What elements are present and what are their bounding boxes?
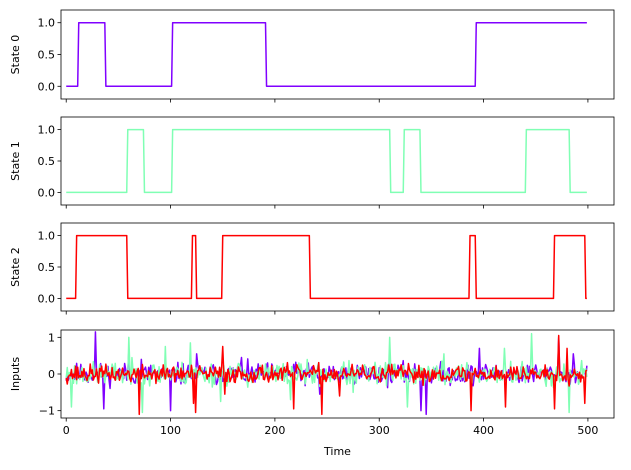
panel-0: 0.0 0.5 1.0 State 0 — [9, 9, 615, 103]
x-tick-label: 500 — [577, 424, 598, 437]
y-tick-label: 0 — [48, 368, 55, 381]
y-axis-label: State 1 — [9, 141, 22, 181]
y-tick-label: 0.5 — [38, 49, 56, 62]
x-tick-label: 300 — [369, 424, 390, 437]
x-tick-label: 0 — [63, 424, 70, 437]
x-tick-label: 200 — [264, 424, 285, 437]
panel-2: 0.0 0.5 1.0 State 2 — [9, 222, 615, 315]
series-line-2-0 — [66, 234, 587, 300]
series-line-1-0 — [66, 128, 587, 194]
y-axis-label: State 0 — [9, 35, 22, 75]
y-tick-label: 0.0 — [38, 292, 56, 305]
panel-1: 0.0 0.5 1.0 State 1 — [9, 116, 615, 209]
x-tick-label: 100 — [160, 424, 181, 437]
y-tick-label: 1.0 — [38, 230, 56, 243]
series-line-3-2 — [65, 334, 588, 416]
x-tick-label: 400 — [473, 424, 494, 437]
y-tick-label: 0.0 — [38, 80, 56, 93]
y-tick-label: 0.0 — [38, 186, 56, 199]
y-axis-label: Inputs — [9, 357, 22, 391]
y-tick-label: 1.0 — [38, 17, 56, 30]
y-tick-label: 1.0 — [38, 124, 56, 137]
y-tick-label: 0.5 — [38, 261, 56, 274]
y-tick-label: 0.5 — [38, 155, 56, 168]
series-line-0-0 — [66, 21, 587, 88]
panel-3: −1 0 1 0 100 200 300 400 500 Inputs Time — [9, 329, 615, 458]
x-axis-label: Time — [323, 445, 351, 458]
y-tick-label: 1 — [48, 331, 55, 344]
series-line-3-1 — [65, 332, 588, 414]
y-tick-label: −1 — [39, 405, 55, 418]
y-axis-label: State 2 — [9, 247, 22, 287]
